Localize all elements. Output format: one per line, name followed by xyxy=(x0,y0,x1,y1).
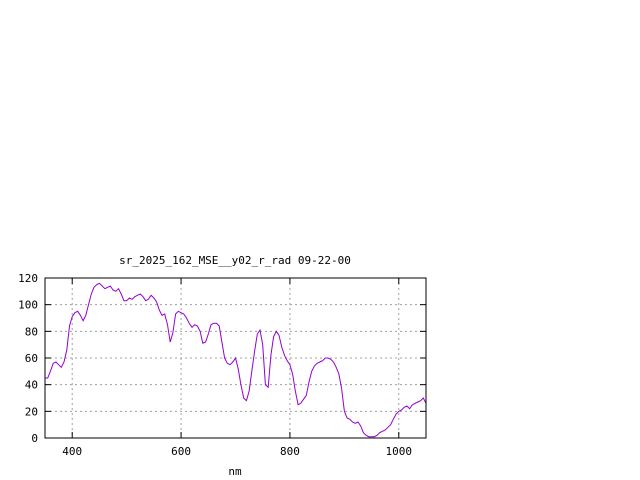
chart-title: sr_2025_162_MSE__y02_r_rad 09-22-00 xyxy=(119,254,351,267)
y-tick-label: 100 xyxy=(18,299,38,312)
y-tick-label: 0 xyxy=(31,432,38,445)
y-tick-label: 80 xyxy=(25,325,38,338)
plot-frame xyxy=(44,277,427,439)
y-tick-label: 40 xyxy=(25,379,38,392)
x-tick-label: 1000 xyxy=(386,445,413,458)
y-tick-label: 120 xyxy=(18,272,38,285)
y-tick-label: 20 xyxy=(25,405,38,418)
x-axis: 400 600 800 1000 xyxy=(62,278,412,458)
y-axis: 0 20 40 60 80 100 120 xyxy=(18,272,426,445)
x-tick-label: 400 xyxy=(62,445,82,458)
y-tick-label: 60 xyxy=(25,352,38,365)
x-tick-label: 800 xyxy=(280,445,300,458)
x-axis-label: nm xyxy=(228,465,242,478)
x-tick-label: 600 xyxy=(171,445,191,458)
series-line xyxy=(45,282,427,438)
